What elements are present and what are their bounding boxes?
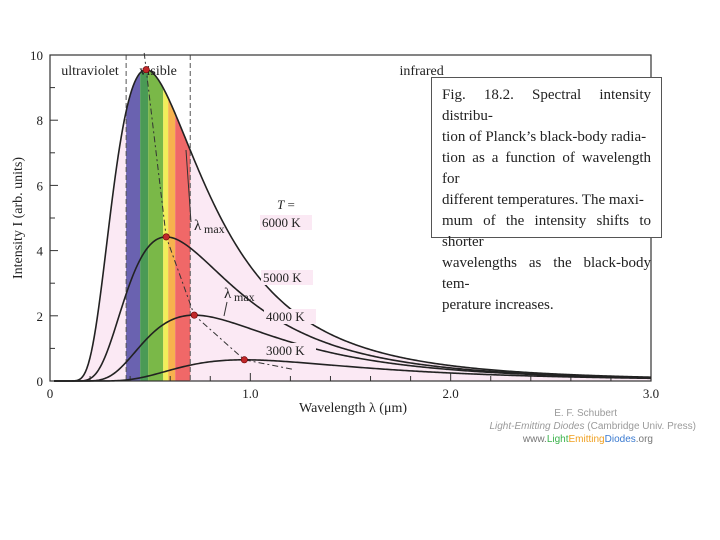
- figure-caption: Fig. 18.2. Spectral intensity distribu- …: [431, 77, 662, 313]
- lambda-max-arrow-1: [185, 149, 192, 223]
- y-axis-label: Intensity I (arb. units): [11, 157, 26, 279]
- visible-band: [163, 69, 169, 381]
- credit-author: E. F. Schubert: [554, 408, 617, 419]
- temperature-label-3000: 3000 K: [266, 343, 305, 358]
- lambda-max-symbol-2: λ: [224, 286, 232, 302]
- y-tick-label: 10: [30, 48, 43, 63]
- lambda-max-arrow-2: [223, 301, 228, 317]
- temperature-symbol-letter: T: [277, 197, 285, 212]
- lambda-max-symbol-1: λ: [194, 218, 202, 234]
- series-line-4000: [54, 314, 652, 382]
- credit-web-emitting: Emitting: [568, 434, 605, 445]
- series-line-3000: [54, 359, 652, 382]
- y-tick-label: 4: [37, 244, 44, 259]
- x-tick-label: 1.0: [242, 386, 258, 401]
- visible-band: [175, 69, 191, 381]
- temperature-symbol-equals: =: [284, 197, 295, 212]
- credit-web-diodes: Diodes: [604, 434, 636, 445]
- visible-band: [126, 69, 141, 381]
- lambda-max-subscript-2: max: [234, 290, 255, 304]
- caption-line: mum of the intensity shifts to shorter: [442, 213, 651, 250]
- region-label-ultraviolet: ultraviolet: [61, 64, 119, 79]
- x-axis-label: Wavelength λ (μm): [299, 401, 407, 416]
- visible-band: [168, 69, 176, 381]
- temperature-label-4000: 4000 K: [266, 309, 305, 324]
- caption-line: different temperatures. The maxi-: [442, 192, 644, 208]
- y-tick-label: 8: [37, 113, 44, 128]
- peak-marker-3000: [240, 356, 248, 364]
- credit-book-publisher: (Cambridge Univ. Press): [587, 421, 696, 432]
- caption-line: perature increases.: [442, 297, 554, 313]
- peak-marker-4000: [190, 311, 198, 319]
- visible-band: [140, 69, 149, 381]
- x-tick-label: 3.0: [643, 386, 659, 401]
- visible-band: [148, 69, 164, 381]
- temperature-label-bg: [264, 343, 316, 358]
- credit-web-prefix: www.: [522, 434, 547, 445]
- series-line-6000: [54, 68, 652, 382]
- caption-line: Fig. 18.2. Spectral intensity distribu-: [442, 87, 651, 124]
- spectrum-fill: [54, 69, 651, 382]
- credit-web-light: Light: [546, 434, 569, 445]
- x-tick-label: 2.0: [443, 386, 459, 401]
- temperature-symbol: T =: [277, 197, 295, 212]
- lambda-max-subscript-1: max: [204, 222, 225, 236]
- temperature-label-bg: [260, 215, 312, 230]
- caption-line: tion of Planck’s black-body radia-: [442, 129, 647, 145]
- y-tick-label: 6: [37, 178, 44, 193]
- x-tick-label: 0: [47, 386, 54, 401]
- credit-book-title: Light-Emitting Diodes: [489, 421, 585, 432]
- caption-line: tion as a function of wavelength for: [442, 150, 651, 187]
- temperature-label-6000: 6000 K: [262, 215, 301, 230]
- caption-line: wavelengths as the black-body tem-: [442, 255, 651, 292]
- peak-marker-5000: [162, 233, 170, 241]
- y-tick-label: 2: [37, 309, 44, 324]
- credit-website[interactable]: www.LightEmittingDiodes.org: [0, 434, 653, 445]
- temperature-label-bg: [261, 270, 313, 285]
- temperature-label-5000: 5000 K: [263, 270, 302, 285]
- region-label-infrared: infrared: [399, 64, 443, 79]
- temperature-label-bg: [264, 309, 316, 324]
- credit-book: Light-Emitting Diodes (Cambridge Univ. P…: [0, 421, 696, 432]
- visible-bands: [126, 69, 191, 381]
- y-tick-label: 0: [37, 374, 44, 389]
- credit-web-suffix: .org: [635, 434, 653, 445]
- peak-marker-6000: [142, 66, 150, 74]
